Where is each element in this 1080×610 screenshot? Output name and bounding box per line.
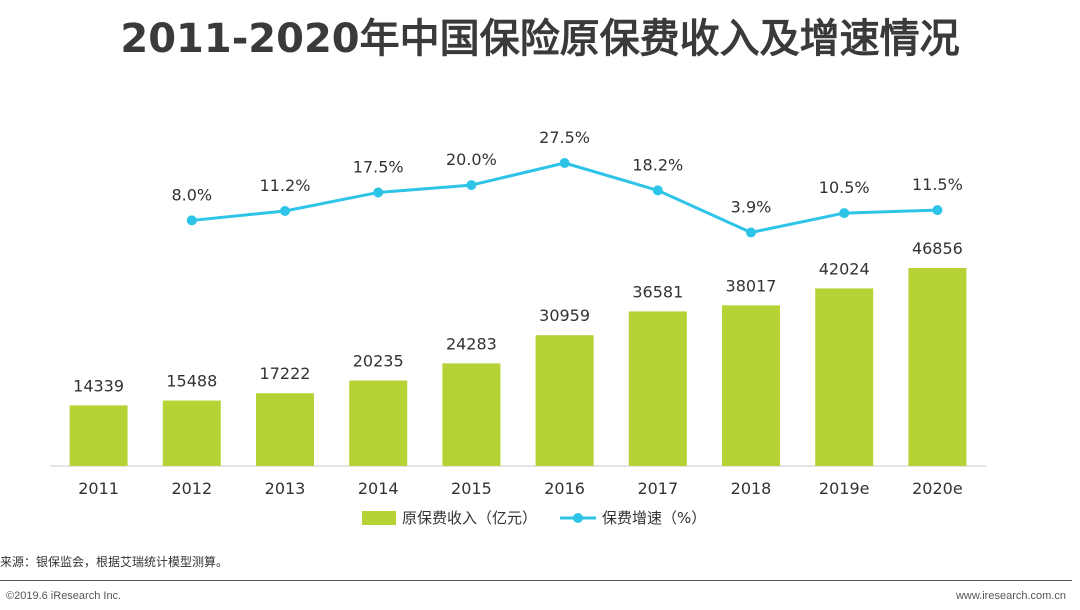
- bar-2012: [162, 400, 221, 466]
- bar-label-2011: 14339: [73, 376, 124, 395]
- growth-point-2018: [746, 227, 756, 238]
- legend-line-marker: [573, 513, 583, 523]
- growth-point-2016: [559, 158, 570, 168]
- bar-2015: [442, 363, 501, 466]
- bar-label-2019e: 42024: [819, 259, 870, 278]
- bar-label-2018: 38017: [726, 276, 777, 295]
- growth-point-2014: [373, 187, 384, 198]
- bar-2011: [69, 405, 128, 466]
- bar-2016: [535, 335, 594, 466]
- website-link[interactable]: www.iresearch.com.cn: [955, 590, 1066, 602]
- bar-label-2013: 17222: [260, 364, 311, 383]
- x-tick-label-2013: 2013: [265, 479, 306, 498]
- bar-label-2020e: 46856: [912, 239, 963, 258]
- footer-divider: [0, 580, 1072, 581]
- growth-line: [191, 161, 938, 235]
- chart-svg: 14339 2011 15488 2012 17222 2013 20235 2014 2428…: [50, 128, 986, 527]
- growth-label-2014: 17.5%: [353, 157, 404, 176]
- x-tick-label-2016: 2016: [544, 479, 585, 498]
- bar-label-2014: 20235: [353, 351, 404, 370]
- bar-label-2016: 30959: [539, 306, 590, 325]
- growth-label-2015: 20.0%: [446, 150, 497, 169]
- bar-2013: [256, 393, 314, 466]
- growth-point-2012: [186, 215, 197, 226]
- copyright-text: ©2019.6 iResearch Inc.: [6, 590, 122, 602]
- x-tick-label-2017: 2017: [637, 479, 678, 498]
- bar-label-2015: 24283: [446, 334, 497, 353]
- bar-label-2012: 15488: [166, 372, 217, 391]
- bar-label-2017: 36581: [632, 282, 683, 301]
- growth-label-2020e: 11.5%: [912, 175, 963, 194]
- growth-point-2017: [652, 185, 663, 196]
- growth-label-2013: 11.2%: [260, 176, 311, 195]
- legend-bar-label: 原保费收入（亿元）: [402, 509, 537, 527]
- x-tick-label-2018: 2018: [731, 479, 772, 498]
- bar-2019e: [815, 288, 874, 466]
- growth-point-2020e: [932, 205, 943, 216]
- legend-line-label: 保费增速（%）: [602, 509, 706, 527]
- bar-2018: [722, 305, 780, 466]
- growth-point-2019e: [839, 208, 850, 219]
- bar-2020e: [908, 268, 967, 466]
- x-tick-label-2014: 2014: [358, 479, 399, 498]
- bar-2017: [628, 311, 687, 466]
- growth-label-2016: 27.5%: [539, 128, 590, 147]
- growth-label-2012: 8.0%: [171, 185, 212, 204]
- source-note: 来源：银保监会，根据艾瑞统计模型测算。: [0, 555, 229, 569]
- x-tick-label-2019e: 2019e: [819, 479, 870, 498]
- chart-title: 2011-2020年中国保险原保费收入及增速情况: [120, 16, 960, 62]
- x-tick-label-2012: 2012: [171, 479, 212, 498]
- x-tick-label-2015: 2015: [451, 479, 492, 498]
- growth-point-2015: [466, 180, 477, 191]
- growth-label-2019e: 10.5%: [819, 178, 870, 197]
- x-tick-label-2020e: 2020e: [912, 479, 963, 498]
- legend-bar-swatch: [362, 511, 396, 525]
- growth-label-2017: 18.2%: [632, 155, 683, 174]
- growth-point-2013: [280, 206, 290, 217]
- growth-label-2018: 3.9%: [731, 198, 772, 217]
- bar-2014: [349, 380, 408, 466]
- x-tick-label-2011: 2011: [78, 479, 119, 498]
